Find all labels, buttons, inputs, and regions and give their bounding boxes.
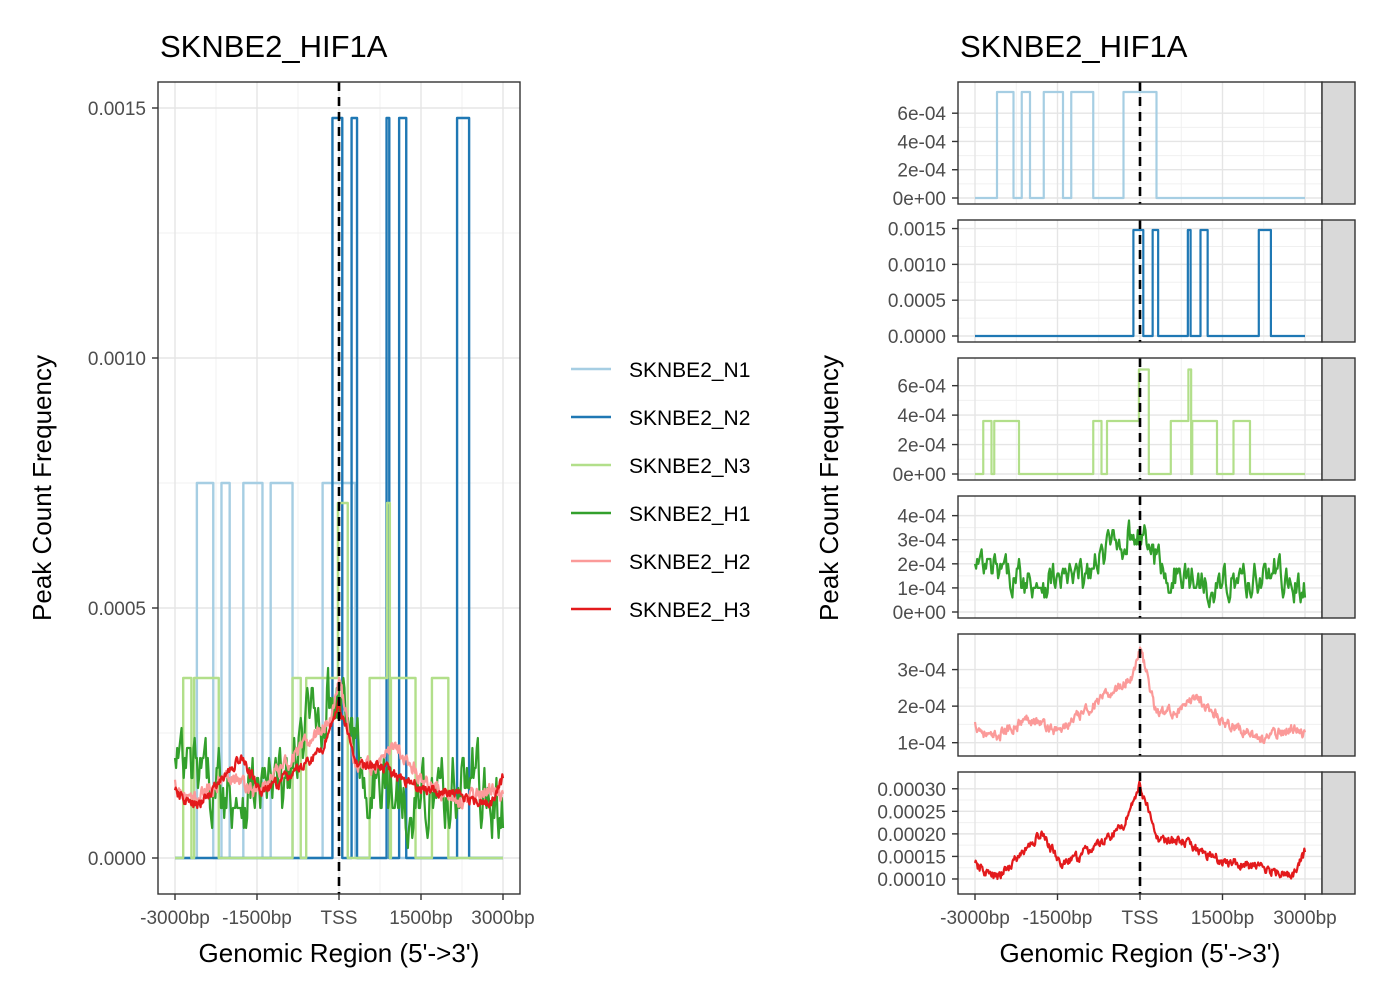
line-sknbe2-n1 bbox=[175, 481, 503, 860]
left-y-tick-label: 0.0015 bbox=[88, 99, 146, 120]
right-chart: SKNBE2_HIF1A 0e+002e-044e-046e-04SKNBE2_… bbox=[814, 29, 1356, 968]
left-y-axis-title: Peak Count Frequency bbox=[27, 355, 57, 621]
facet-line-sknbe2-n3 bbox=[975, 368, 1305, 476]
facet-sknbe2-h3: 0.000100.000150.000200.000250.00030SKNBE… bbox=[877, 771, 1356, 895]
facet-y-tick-label: 0.0010 bbox=[888, 255, 946, 276]
facet-y-tick-label: 0.00020 bbox=[877, 825, 946, 846]
left-x-tick-label: -3000bp bbox=[140, 908, 210, 929]
facet-y-tick-label: 0e+00 bbox=[893, 465, 946, 486]
legend-item-sknbe2-n1: SKNBE2_N1 bbox=[571, 359, 750, 382]
facet-y-tick-label: 2e-04 bbox=[897, 161, 946, 182]
facet-y-tick-label: 6e-04 bbox=[897, 104, 946, 125]
facet-y-tick-label: 0.00010 bbox=[877, 870, 946, 891]
left-y-tick-label: 0.0000 bbox=[88, 849, 146, 870]
facet-y-tick-label: 2e-04 bbox=[897, 697, 946, 718]
left-chart: SKNBE2_HIF1A -3000bp -1500bp TSS 1500bp 3000… bbox=[27, 29, 535, 968]
facet-y-tick-label: 4e-04 bbox=[897, 507, 946, 528]
left-x-tick-label: TSS bbox=[321, 908, 358, 929]
line-sknbe2-h2 bbox=[173, 676, 505, 810]
facet-y-tick-label: 1e-04 bbox=[897, 579, 946, 600]
right-x-axis-title: Genomic Region (5'->3') bbox=[1000, 938, 1281, 968]
right-x-tick-label: TSS bbox=[1122, 908, 1159, 929]
left-x-tick-label: 1500bp bbox=[389, 908, 452, 929]
facet-y-tick-label: 2e-04 bbox=[897, 436, 946, 457]
facet-y-tick-label: 0.00015 bbox=[877, 847, 946, 868]
left-x-axis-title: Genomic Region (5'->3') bbox=[199, 938, 480, 968]
right-x-tick-label: 1500bp bbox=[1191, 908, 1254, 929]
right-x-tick-label: -1500bp bbox=[1023, 908, 1093, 929]
left-series-lines bbox=[173, 82, 505, 894]
facet-strip bbox=[1321, 771, 1356, 895]
facet-y-tick-label: 0.0015 bbox=[888, 220, 946, 241]
right-y-axis-title: Peak Count Frequency bbox=[814, 355, 844, 621]
facet-strip bbox=[1321, 81, 1356, 205]
legend-label-sknbe2-n2: SKNBE2_N2 bbox=[629, 407, 750, 430]
legend-label-sknbe2-h1: SKNBE2_H1 bbox=[629, 503, 750, 526]
facet-strip bbox=[1321, 633, 1356, 757]
facet-line-sknbe2-h2 bbox=[973, 646, 1307, 745]
facet-y-tick-label: 0.0000 bbox=[888, 327, 946, 348]
left-chart-title: SKNBE2_HIF1A bbox=[160, 29, 388, 64]
facet-y-tick-label: 2e-04 bbox=[897, 555, 946, 576]
facet-line-sknbe2-n1 bbox=[975, 90, 1305, 200]
facet-y-tick-label: 4e-04 bbox=[897, 406, 946, 427]
right-chart-title: SKNBE2_HIF1A bbox=[960, 29, 1188, 64]
facet-y-tick-label: 0e+00 bbox=[893, 189, 946, 210]
right-x-tick-label: -3000bp bbox=[940, 908, 1010, 929]
legend-label-sknbe2-h2: SKNBE2_H2 bbox=[629, 551, 750, 574]
legend-item-sknbe2-h1: SKNBE2_H1 bbox=[571, 503, 750, 526]
facet-y-tick-label: 1e-04 bbox=[897, 734, 946, 755]
left-x-axis: -3000bp -1500bp TSS 1500bp 3000bp bbox=[140, 894, 535, 929]
left-y-axis: 0.0000 0.0005 0.0010 0.0015 bbox=[88, 99, 158, 870]
legend-item-sknbe2-n3: SKNBE2_N3 bbox=[571, 455, 750, 478]
facet-strip bbox=[1321, 495, 1356, 619]
line-sknbe2-n3 bbox=[175, 501, 503, 860]
legend-item-sknbe2-h2: SKNBE2_H2 bbox=[571, 551, 750, 574]
legend: SKNBE2_N1 SKNBE2_N2 SKNBE2_N3 SKNBE2_H1 SKNB… bbox=[571, 359, 750, 622]
facet-y-tick-label: 3e-04 bbox=[897, 661, 946, 682]
right-x-tick-label: 3000bp bbox=[1273, 908, 1336, 929]
facet-y-tick-label: 3e-04 bbox=[897, 531, 946, 552]
facet-line-sknbe2-n2 bbox=[975, 228, 1305, 338]
legend-label-sknbe2-n1: SKNBE2_N1 bbox=[629, 359, 750, 382]
facet-y-tick-label: 4e-04 bbox=[897, 132, 946, 153]
left-y-tick-label: 0.0010 bbox=[88, 349, 146, 370]
legend-item-sknbe2-h3: SKNBE2_H3 bbox=[571, 599, 750, 622]
left-x-tick-label: -1500bp bbox=[222, 908, 292, 929]
legend-label-sknbe2-n3: SKNBE2_N3 bbox=[629, 455, 750, 478]
facet-y-tick-label: 0e+00 bbox=[893, 603, 946, 624]
facet-line-sknbe2-h3 bbox=[973, 780, 1307, 881]
line-sknbe2-n2 bbox=[175, 116, 503, 860]
left-x-tick-label: 3000bp bbox=[471, 908, 534, 929]
facet-y-tick-label: 0.00030 bbox=[877, 780, 946, 801]
facet-y-tick-label: 6e-04 bbox=[897, 377, 946, 398]
left-y-tick-label: 0.0005 bbox=[88, 599, 146, 620]
legend-label-sknbe2-h3: SKNBE2_H3 bbox=[629, 599, 750, 622]
facet-y-tick-label: 0.0005 bbox=[888, 291, 946, 312]
facet-strip bbox=[1321, 219, 1356, 343]
facet-strip bbox=[1321, 357, 1356, 481]
right-facets: 0e+002e-044e-046e-04SKNBE2_N10.00000.000… bbox=[877, 81, 1356, 895]
right-x-axis: -3000bp -1500bp TSS 1500bp 3000bp bbox=[940, 894, 1337, 929]
facet-y-tick-label: 0.00025 bbox=[877, 802, 946, 823]
legend-item-sknbe2-n2: SKNBE2_N2 bbox=[571, 407, 750, 430]
